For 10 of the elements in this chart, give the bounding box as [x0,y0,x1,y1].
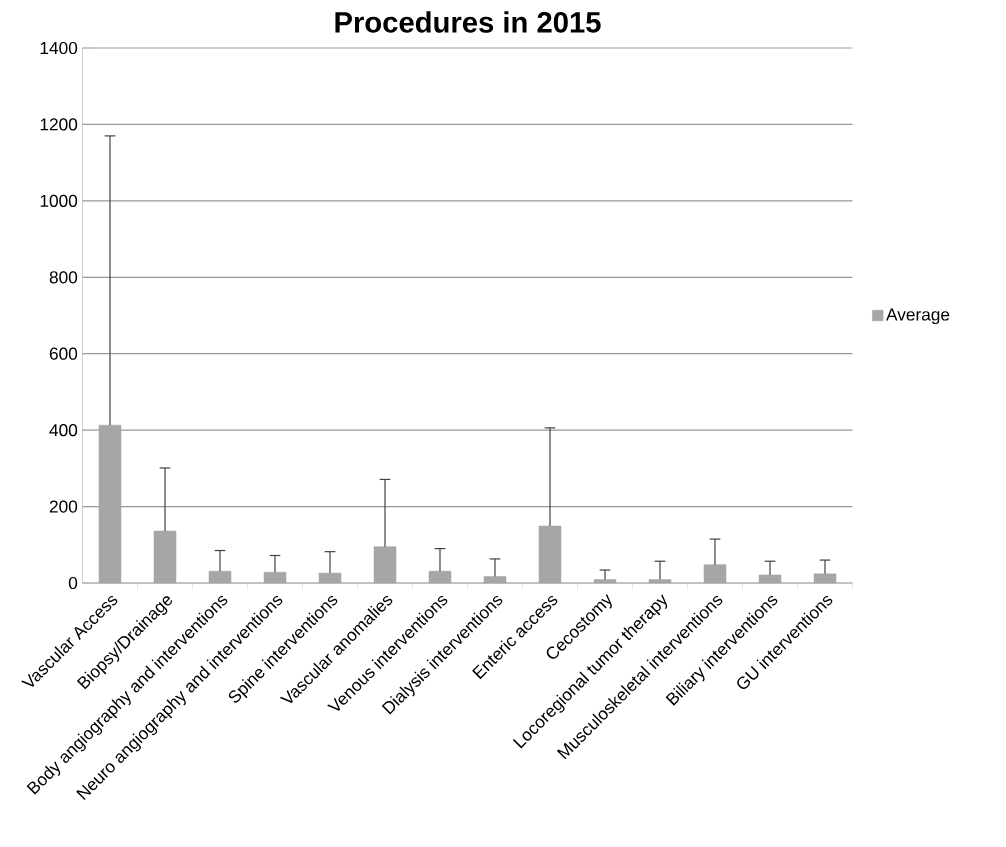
y-tick-label: 800 [49,271,78,284]
y-tick-label: 400 [49,424,78,437]
legend-label: Average [886,308,950,325]
y-tick-label: 200 [49,500,78,513]
y-tick-label: 1200 [40,118,78,131]
y-tick-label: 1000 [40,194,78,207]
chart-title: Procedures in 2015 [335,11,601,33]
y-tick-label: 0 [68,576,78,590]
y-tick-label: 600 [49,347,78,360]
y-tick-label: 1400 [40,41,78,55]
